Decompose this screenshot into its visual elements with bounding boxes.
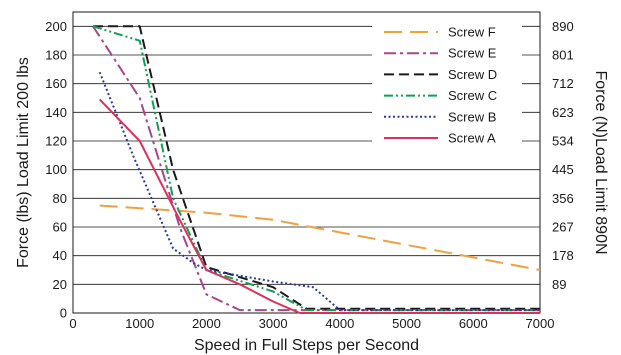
legend-label: Screw A — [448, 131, 496, 146]
y-tick-label: 180 — [45, 48, 67, 63]
x-tick-label: 1000 — [125, 316, 154, 331]
x-tick-label: 6000 — [459, 316, 488, 331]
legend-background — [372, 20, 522, 154]
series-line-screw-e — [92, 25, 540, 312]
series-lines — [92, 25, 541, 314]
y-tick-label: 120 — [45, 134, 67, 149]
y2-tick-label: 89 — [552, 277, 566, 292]
y2-tick-label: 445 — [552, 162, 574, 177]
x-axis-ticks: 0 1000 2000 3000 4000 5000 6000 7000 — [69, 316, 554, 331]
y-axis-ticks: 0 20 40 60 80 100 120 140 160 180 200 — [45, 19, 67, 321]
y2-tick-label: 890 — [552, 19, 574, 34]
legend-label: Screw B — [448, 109, 496, 124]
x-tick-label: 7000 — [526, 316, 555, 331]
series-line-screw-f — [99, 204, 541, 271]
x-tick-label: 3000 — [259, 316, 288, 331]
y2-tick-label: 356 — [552, 191, 574, 206]
legend-label: Screw C — [448, 88, 497, 103]
y2-axis-title: Force (N)Load Limit 890N — [592, 70, 609, 254]
y2-tick-label: 623 — [552, 105, 574, 120]
legend: Screw F Screw E Screw D Screw C Screw B Screw… — [372, 20, 522, 154]
x-axis-title: Speed in Full Steps per Second — [194, 337, 419, 354]
legend-label: Screw D — [448, 67, 497, 82]
y-tick-label: 80 — [53, 191, 67, 206]
x-tick-label: 5000 — [392, 316, 421, 331]
y-tick-label: 140 — [45, 105, 67, 120]
series-line-screw-d — [93, 25, 540, 310]
y2-axis-ticks: 890 801 712 623 534 445 356 267 178 89 — [552, 19, 574, 292]
y-tick-label: 100 — [45, 162, 67, 177]
y2-tick-label: 712 — [552, 76, 574, 91]
y2-tick-label: 801 — [552, 48, 574, 63]
y-tick-label: 40 — [53, 248, 67, 263]
series-line-screw-a — [98, 98, 540, 314]
y-tick-label: 0 — [60, 306, 67, 321]
y-axis-title: Force (lbs) Load Limit 200 lbs — [15, 57, 32, 268]
x-tick-label: 2000 — [192, 316, 221, 331]
x-tick-label: 4000 — [325, 316, 354, 331]
y-tick-label: 20 — [53, 277, 67, 292]
y-tick-label: 160 — [45, 76, 67, 91]
x-tick-label: 0 — [69, 316, 76, 331]
y-tick-label: 60 — [53, 220, 67, 235]
y2-tick-label: 534 — [552, 134, 574, 149]
legend-label: Screw F — [448, 25, 496, 40]
legend-label: Screw E — [448, 46, 497, 61]
y-tick-label: 200 — [45, 19, 67, 34]
y2-tick-label: 178 — [552, 248, 574, 263]
y2-tick-label: 267 — [552, 220, 574, 235]
